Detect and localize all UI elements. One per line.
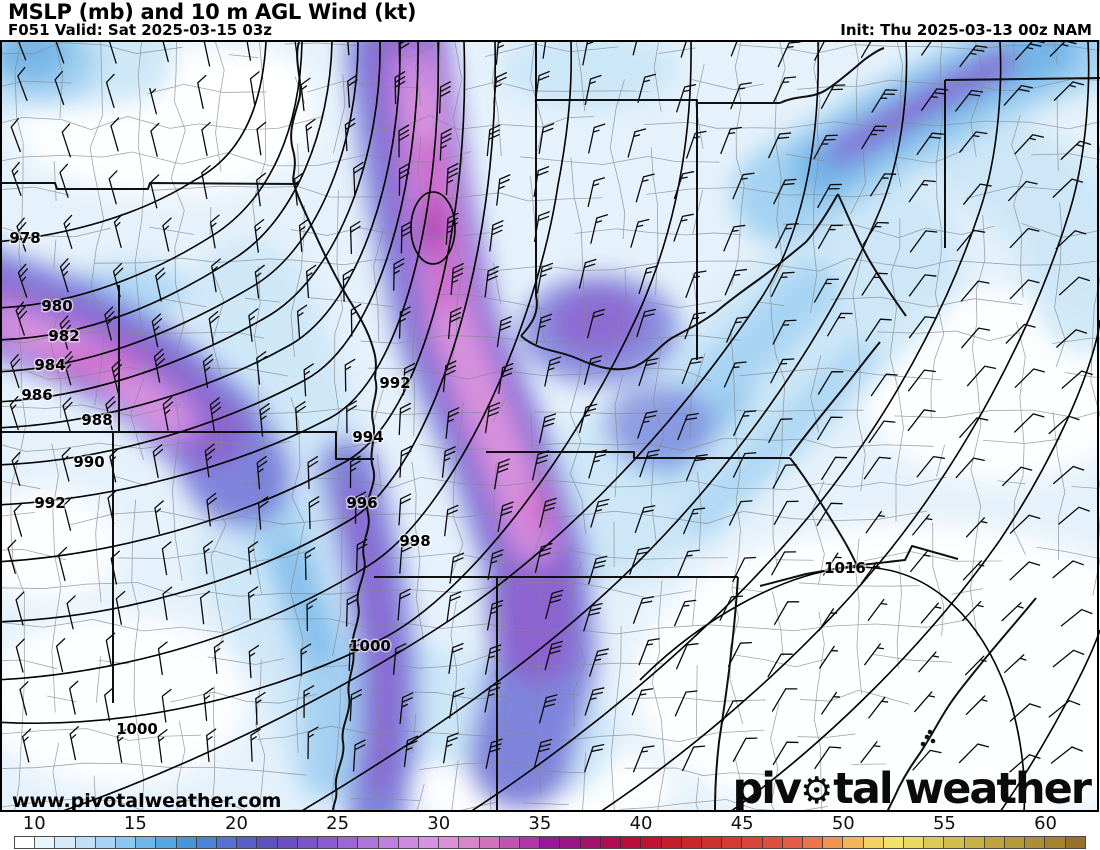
colorbar-cell	[156, 837, 177, 848]
valid-time-label: F051 Valid: Sat 2025-03-15 03z	[8, 21, 273, 39]
colorbar-cell	[984, 837, 1005, 848]
colorbar-cell	[863, 837, 884, 848]
colorbar-tick-label: 30	[427, 813, 451, 834]
colorbar-cell	[75, 837, 96, 848]
colorbar-cell	[903, 837, 925, 848]
isobar-label: 980	[41, 297, 72, 315]
colorbar-cell	[479, 837, 500, 848]
colorbar-cell	[176, 837, 197, 848]
init-time-label: Init: Thu 2025-03-13 00z NAM	[840, 21, 1092, 39]
colorbar-cell	[661, 837, 682, 848]
colorbar-cell	[681, 837, 702, 848]
colorbar-cell	[95, 837, 117, 848]
colorbar-cell	[621, 837, 642, 848]
isobar-label: 978	[9, 229, 40, 247]
colorbar-cell	[520, 837, 541, 848]
colorbar-cell	[560, 837, 581, 848]
colorbar-cell	[196, 837, 218, 848]
colorbar-cell	[701, 837, 723, 848]
colorbar-cell	[782, 837, 803, 848]
header: MSLP (mb) and 10 m AGL Wind (kt) F051 Va…	[0, 0, 1100, 40]
colorbar-tick-label: 20	[225, 813, 248, 834]
colorbar-tick-label: 50	[831, 813, 855, 834]
colorbar-tick-label: 15	[123, 813, 147, 834]
colorbar-tick-label: 35	[528, 813, 552, 834]
colorbar-cell	[540, 837, 561, 848]
colorbar-cell	[35, 837, 56, 848]
colorbar-cell	[15, 837, 36, 848]
isobar-label: 992	[379, 374, 410, 392]
colorbar-cell	[883, 837, 904, 848]
colorbar-cell	[742, 837, 763, 848]
colorbar-cell	[762, 837, 783, 848]
colorbar-cell	[1045, 837, 1066, 848]
gear-icon: ⚙	[800, 769, 834, 812]
colorbar-cell	[580, 837, 601, 848]
isobar-label: 988	[81, 411, 112, 429]
colorbar-cell	[55, 837, 76, 848]
colorbar-tick-label: 55	[932, 813, 956, 834]
colorbar-tick-label: 40	[629, 813, 653, 834]
colorbar-cell	[378, 837, 399, 848]
isobar-label: 982	[48, 327, 79, 345]
logo-text-post: tal weather	[833, 764, 1092, 814]
colorbar-cell	[641, 837, 662, 848]
colorbar-tick-label: 60	[1034, 813, 1057, 834]
colorbar-cell	[419, 837, 440, 848]
isobar-label: 998	[399, 532, 430, 550]
isobar-label: 1016	[824, 559, 866, 577]
colorbar-cell	[459, 837, 480, 848]
colorbar-cell	[499, 837, 521, 848]
colorbar-cell	[297, 837, 319, 848]
isobar-label: 994	[352, 428, 383, 446]
colorbar-cell	[823, 837, 844, 848]
isobar-label: 990	[73, 453, 104, 471]
colorbar-tick-label: 10	[22, 813, 46, 834]
weather-map-svg: 978 980 982 984 986 988 990 992 992 994 996 998 1000…	[0, 40, 1100, 812]
colorbar-cell	[1065, 837, 1085, 848]
colorbar-cell	[964, 837, 985, 848]
isobar-label: 984	[34, 356, 65, 374]
colorbar	[14, 836, 1086, 849]
colorbar-cell	[318, 837, 339, 848]
colorbar-cell	[600, 837, 622, 848]
colorbar-cell	[802, 837, 824, 848]
watermark-url: www.pivotalweather.com	[12, 790, 282, 812]
colorbar-cell	[439, 837, 460, 848]
colorbar-cell	[277, 837, 298, 848]
colorbar-cell	[924, 837, 945, 848]
isobar-label: 1000	[349, 637, 391, 655]
colorbar-cell	[257, 837, 278, 848]
colorbar-cell	[398, 837, 420, 848]
colorbar-cell	[1004, 837, 1026, 848]
colorbar-cell	[338, 837, 359, 848]
colorbar-cell	[722, 837, 743, 848]
colorbar-tick-label: 45	[730, 813, 754, 834]
colorbar-tick-label: 25	[326, 813, 350, 834]
colorbar-cell	[1025, 837, 1046, 848]
pivotal-weather-logo: piv⚙tal weather	[732, 764, 1092, 814]
colorbar-cell	[116, 837, 137, 848]
isobar-label: 1000	[116, 720, 158, 738]
colorbar-cell	[136, 837, 157, 848]
colorbar-cell	[217, 837, 238, 848]
isobar-label: 996	[346, 494, 377, 512]
isobar-label: 986	[21, 386, 52, 404]
logo-text-pre: piv	[732, 764, 803, 814]
colorbar-cell	[358, 837, 379, 848]
map-canvas: 978 980 982 984 986 988 990 992 992 994 996 998 1000…	[0, 40, 1100, 812]
colorbar-cell	[843, 837, 864, 848]
colorbar-cell	[944, 837, 965, 848]
map-title: MSLP (mb) and 10 m AGL Wind (kt)	[8, 0, 417, 24]
isobar-label: 992	[34, 494, 65, 512]
colorbar-cell	[237, 837, 258, 848]
